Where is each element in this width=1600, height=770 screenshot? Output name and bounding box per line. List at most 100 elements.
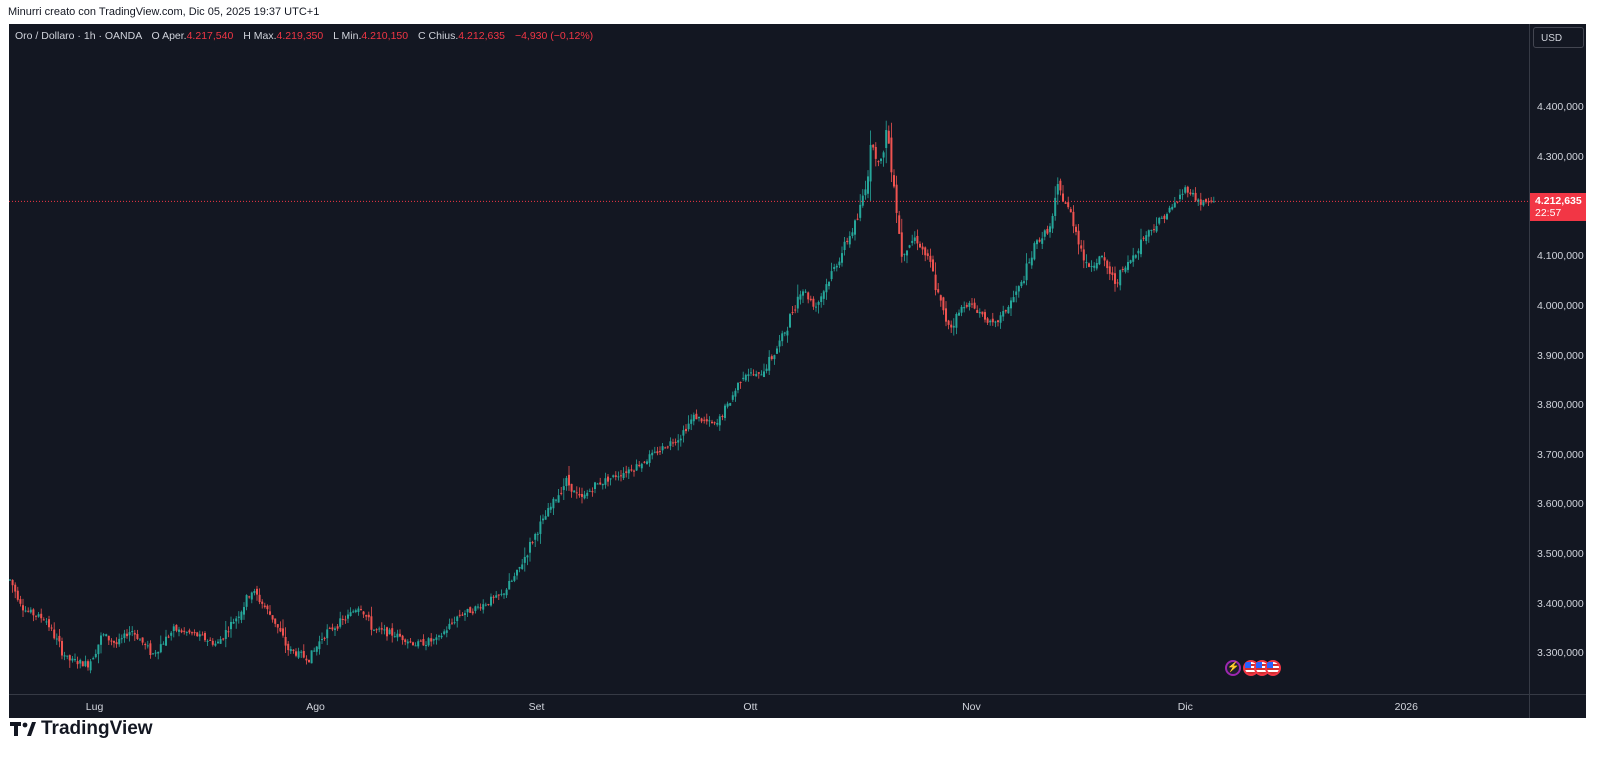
candle xyxy=(614,471,617,481)
candle-body xyxy=(466,608,469,613)
candle-body xyxy=(630,469,633,471)
open-value: 4.217,540 xyxy=(186,30,234,42)
candle-body xyxy=(1121,268,1124,270)
candle xyxy=(1129,259,1132,264)
candle xyxy=(1124,265,1127,274)
candle-body xyxy=(490,596,492,606)
candle xyxy=(42,617,45,621)
candle-body xyxy=(227,631,230,633)
candle xyxy=(731,391,734,402)
candle-body xyxy=(1205,199,1207,202)
candle-body xyxy=(617,476,620,478)
candle-body xyxy=(198,634,201,637)
candle xyxy=(989,319,992,326)
us-flag-icon[interactable] xyxy=(1265,660,1281,676)
candle-body xyxy=(386,627,388,637)
candle xyxy=(778,334,781,353)
candle xyxy=(1075,224,1077,236)
candle xyxy=(55,633,58,645)
candle xyxy=(378,626,381,633)
candle-body xyxy=(843,241,846,251)
candle xyxy=(609,478,612,486)
candle-body xyxy=(526,555,529,558)
time-axis-divider xyxy=(9,694,1586,695)
candle xyxy=(243,602,245,620)
candle-body xyxy=(591,491,594,493)
candle xyxy=(375,628,378,634)
candle xyxy=(737,381,739,394)
candle xyxy=(828,281,830,290)
candle xyxy=(253,588,256,596)
candle xyxy=(32,608,35,622)
candle-body xyxy=(35,615,37,617)
candle-body xyxy=(188,630,191,633)
candle xyxy=(757,372,760,379)
candle xyxy=(588,488,591,492)
candle-body xyxy=(282,628,284,636)
candle xyxy=(591,487,594,497)
candle-body xyxy=(144,644,147,646)
candle-body xyxy=(81,661,84,667)
candle-body xyxy=(531,542,534,544)
flash-icon[interactable]: ⚡ xyxy=(1225,660,1241,676)
candle xyxy=(1142,236,1145,242)
candle-body xyxy=(950,324,953,328)
candle xyxy=(276,624,279,634)
currency-button[interactable]: USD xyxy=(1533,27,1584,48)
candle-body xyxy=(755,374,758,377)
candle-body xyxy=(848,236,851,245)
candle-body xyxy=(698,416,700,419)
candle-body xyxy=(997,320,999,323)
candle xyxy=(87,659,89,671)
chart-panel[interactable]: 3.300,000 3.400,000 3.500,000 3.600,000 3.70… xyxy=(9,24,1586,718)
candle-body xyxy=(89,661,92,671)
candle-body xyxy=(347,614,349,619)
candle xyxy=(583,490,586,500)
candle xyxy=(48,615,50,632)
candle xyxy=(666,445,669,449)
candle-body xyxy=(1012,297,1015,303)
candle-body xyxy=(971,303,973,305)
candle xyxy=(204,631,206,642)
candle xyxy=(919,241,921,248)
symbol-name[interactable]: Oro / Dollaro · 1h · OANDA xyxy=(15,30,142,42)
candle-body xyxy=(427,638,430,646)
candle xyxy=(422,634,425,646)
candle xyxy=(846,237,849,245)
candle xyxy=(180,628,183,634)
candle-body xyxy=(765,368,768,371)
candle xyxy=(1197,198,1200,206)
candle xyxy=(825,278,828,300)
candle xyxy=(349,607,352,617)
candle-body xyxy=(362,611,365,615)
candle xyxy=(178,626,180,637)
candle xyxy=(92,656,95,660)
candle xyxy=(354,608,357,614)
candle-body xyxy=(588,490,591,492)
candle xyxy=(318,635,321,655)
candle-body xyxy=(22,605,24,611)
candle-body xyxy=(744,374,747,381)
candle-body xyxy=(240,611,243,620)
low-label: L xyxy=(333,30,339,42)
candle-body xyxy=(557,495,560,503)
price-plot[interactable] xyxy=(9,24,1529,694)
time-tick-label: Set xyxy=(528,701,545,713)
candle xyxy=(893,169,895,189)
candle-body xyxy=(146,645,149,647)
candle-body xyxy=(721,415,724,417)
candle xyxy=(448,618,451,630)
last-price-value: 4.212,635 xyxy=(1535,195,1582,208)
candle-body xyxy=(911,240,914,243)
candle-body xyxy=(913,237,916,241)
candle-body xyxy=(191,632,193,634)
candle xyxy=(1111,266,1114,281)
candle-body xyxy=(87,661,89,668)
candle xyxy=(419,639,422,642)
candle xyxy=(643,461,646,464)
candle-body xyxy=(253,590,256,594)
candle xyxy=(232,618,235,624)
candle-body xyxy=(578,493,581,496)
candle-body xyxy=(763,371,765,378)
candle-body xyxy=(726,403,729,407)
